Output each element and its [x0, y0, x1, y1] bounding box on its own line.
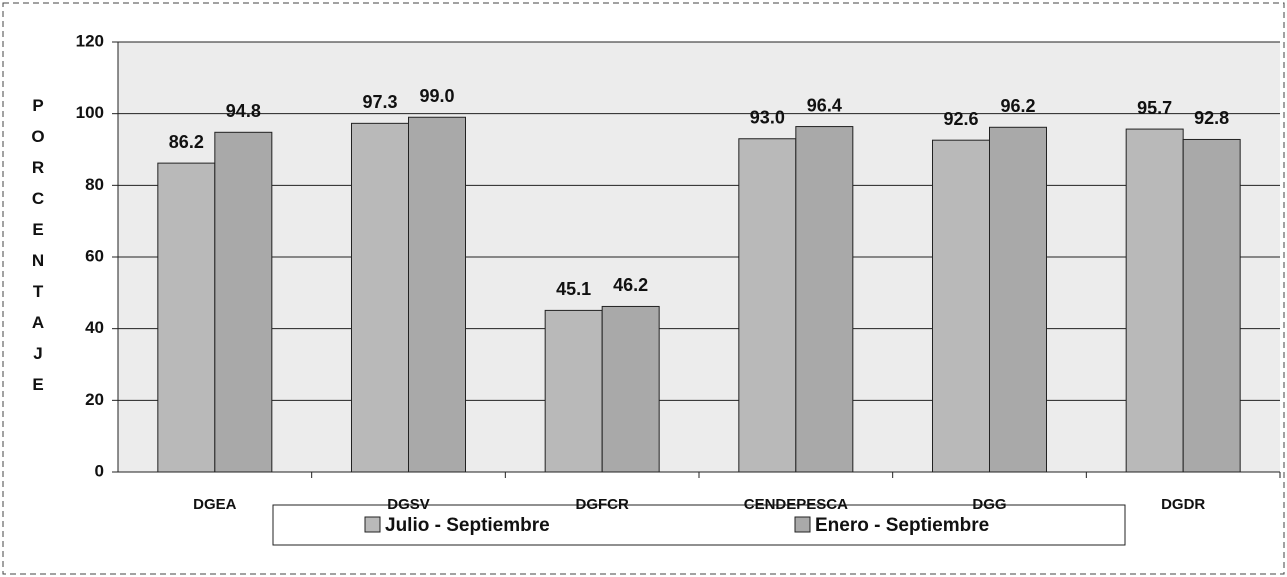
- legend: [272, 504, 1126, 546]
- value-label: 45.1: [556, 279, 591, 299]
- y-tick-label: 100: [76, 103, 104, 122]
- value-label: 46.2: [613, 275, 648, 295]
- legend-swatch: [794, 516, 811, 533]
- legend-label: Julio - Septiembre: [385, 515, 550, 536]
- value-label: 97.3: [362, 92, 397, 112]
- bar: [157, 162, 216, 473]
- bar: [544, 309, 603, 473]
- x-tick-label: DGSV: [387, 496, 430, 513]
- x-tick-label: DGG: [972, 496, 1006, 513]
- value-label: 92.6: [943, 109, 978, 129]
- value-label: 96.4: [807, 95, 842, 115]
- x-tick-label: DGFCR: [576, 496, 629, 513]
- value-label: 93.0: [750, 108, 785, 128]
- bar: [738, 138, 797, 473]
- y-tick-label: 40: [85, 318, 104, 337]
- bar: [408, 116, 466, 473]
- value-label: 95.7: [1137, 98, 1172, 118]
- bar: [1182, 138, 1241, 473]
- y-tick-label: 20: [85, 390, 104, 409]
- value-label: 96.2: [1000, 96, 1035, 116]
- x-tick-label: CENDEPESCA: [744, 496, 848, 513]
- value-label: 86.2: [169, 132, 204, 152]
- bar: [214, 131, 273, 473]
- y-axis-label: PORCENTAJE: [29, 96, 48, 406]
- x-tick-label: DGEA: [193, 496, 237, 513]
- bar: [795, 126, 854, 473]
- y-tick-label: 80: [85, 175, 104, 194]
- value-label: 99.0: [419, 86, 454, 106]
- value-label: 94.8: [226, 101, 261, 121]
- legend-label: Enero - Septiembre: [815, 515, 989, 536]
- y-tick-label: 120: [76, 31, 104, 50]
- legend-swatch: [364, 516, 381, 533]
- value-label: 92.8: [1194, 108, 1229, 128]
- y-tick-label: 60: [85, 246, 104, 265]
- bar: [351, 122, 409, 473]
- bar: [601, 305, 660, 473]
- bar: [989, 126, 1047, 473]
- y-tick-label: 0: [95, 461, 104, 480]
- bar: [932, 139, 990, 473]
- bar: [1125, 128, 1184, 473]
- x-tick-label: DGDR: [1161, 496, 1205, 513]
